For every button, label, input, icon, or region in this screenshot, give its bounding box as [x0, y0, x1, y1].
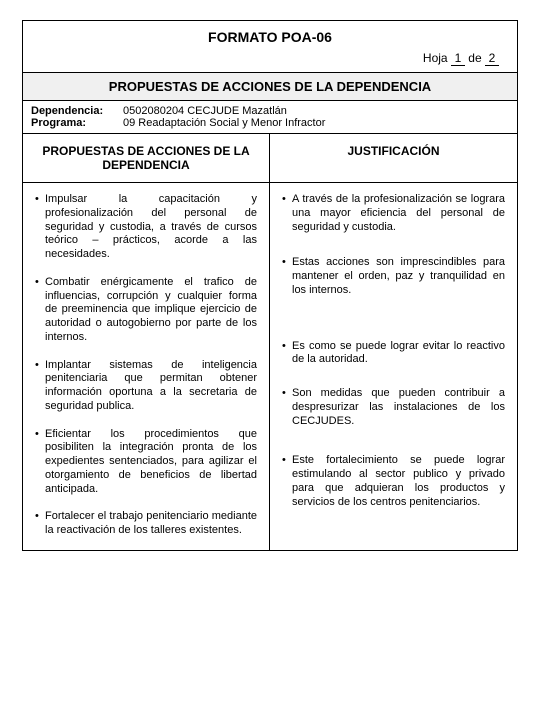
list-item: •Este fortalecimiento se puede lograr es… [282, 454, 505, 509]
justificacion-text: Es como se puede lograr evitar lo reacti… [292, 340, 505, 368]
programa-label: Programa: [31, 117, 123, 129]
hoja-label: Hoja [423, 51, 448, 65]
meta-block: Dependencia: 0502080204 CECJUDE Mazatlán… [23, 101, 517, 134]
meta-dependencia: Dependencia: 0502080204 CECJUDE Mazatlán [31, 105, 509, 117]
justificacion-text: Este fortalecimiento se puede lograr est… [292, 454, 505, 509]
justificacion-text: A través de la profesionalización se log… [292, 193, 505, 234]
dependencia-value: 0502080204 CECJUDE Mazatlán [123, 105, 287, 117]
bullet-icon: • [35, 359, 45, 414]
list-item: •Implantar sistemas de inteligencia peni… [35, 359, 257, 414]
propuesta-text: Combatir enérgicamente el trafico de inf… [45, 276, 257, 345]
col-left-header: PROPUESTAS DE ACCIONES DE LA DEPENDENCIA [23, 134, 270, 182]
justificacion-text: Son medidas que pueden contribuir a desp… [292, 387, 505, 428]
bullet-icon: • [35, 193, 45, 262]
hoja-total: 2 [485, 51, 499, 66]
list-item: •Combatir enérgicamente el trafico de in… [35, 276, 257, 345]
justificacion-text: Estas acciones son imprescindibles para … [292, 256, 505, 297]
list-item: •Es como se puede lograr evitar lo react… [282, 340, 505, 368]
propuesta-text: Implantar sistemas de inteligencia penit… [45, 359, 257, 414]
bullet-icon: • [35, 510, 45, 538]
list-item: •Son medidas que pueden contribuir a des… [282, 387, 505, 428]
list-item: •A través de la profesionalización se lo… [282, 193, 505, 234]
page-indicator: Hoja 1 de 2 [23, 49, 517, 72]
bullet-icon: • [282, 193, 292, 234]
bullet-icon: • [35, 276, 45, 345]
dependencia-label: Dependencia: [31, 105, 123, 117]
document-frame: FORMATO POA-06 Hoja 1 de 2 PROPUESTAS DE… [22, 20, 518, 551]
format-title: FORMATO POA-06 [23, 21, 517, 49]
bullet-icon: • [282, 454, 292, 509]
meta-programa: Programa: 09 Readaptación Social y Menor… [31, 117, 509, 129]
columns-header: PROPUESTAS DE ACCIONES DE LA DEPENDENCIA… [23, 134, 517, 183]
bullet-icon: • [35, 428, 45, 497]
hoja-sep: de [468, 51, 481, 65]
section-title: PROPUESTAS DE ACCIONES DE LA DEPENDENCIA [23, 72, 517, 101]
list-item: •Impulsar la capacitación y profesionali… [35, 193, 257, 262]
propuesta-text: Impulsar la capacitación y profesionaliz… [45, 193, 257, 262]
list-item: •Fortalecer el trabajo penitenciario med… [35, 510, 257, 538]
col-right-header: JUSTIFICACIÓN [270, 134, 517, 182]
propuesta-text: Fortalecer el trabajo penitenciario medi… [45, 510, 257, 538]
columns-body: •Impulsar la capacitación y profesionali… [23, 183, 517, 550]
bullet-icon: • [282, 387, 292, 428]
list-item: •Estas acciones son imprescindibles para… [282, 256, 505, 297]
programa-value: 09 Readaptación Social y Menor Infractor [123, 117, 325, 129]
bullet-icon: • [282, 256, 292, 297]
propuesta-text: Eficientar los procedimientos que posibi… [45, 428, 257, 497]
propuestas-column: •Impulsar la capacitación y profesionali… [23, 183, 270, 550]
hoja-current: 1 [451, 51, 465, 66]
justificacion-column: •A través de la profesionalización se lo… [270, 183, 517, 550]
list-item: •Eficientar los procedimientos que posib… [35, 428, 257, 497]
bullet-icon: • [282, 340, 292, 368]
